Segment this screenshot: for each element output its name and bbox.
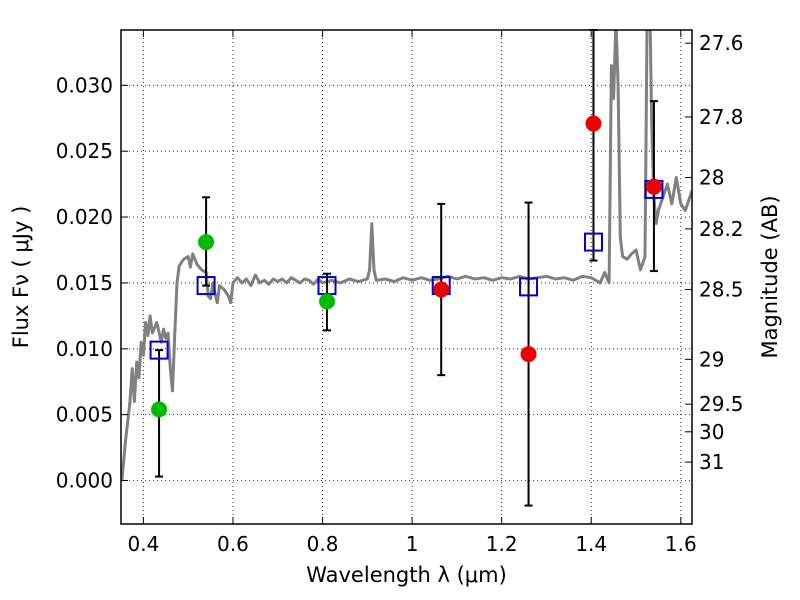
flux-point <box>645 178 662 195</box>
y2-tick-label: 27.6 <box>699 31 744 55</box>
y2-axis-title: Magnitude (AB) <box>758 195 782 358</box>
x-tick-label: 1.6 <box>665 532 697 556</box>
flux-point <box>319 293 336 310</box>
y2-tick-label: 31 <box>699 450 724 474</box>
x-tick-label: 0.6 <box>217 532 249 556</box>
x-tick-label: 1.4 <box>575 532 607 556</box>
y-axis-title: Flux Fν ( μJy ) <box>9 206 33 349</box>
plot-frame <box>120 29 693 525</box>
x-tick-label: 0.8 <box>307 532 339 556</box>
model-square-marker <box>196 276 216 296</box>
y-tick-label: 0.010 <box>56 337 113 361</box>
model-square-marker <box>583 232 603 252</box>
y2-tick-label: 27.8 <box>699 105 744 129</box>
x-tick-label: 1 <box>406 532 419 556</box>
y-tick-label: 0.000 <box>56 469 113 493</box>
error-bars <box>155 29 658 507</box>
model-square-marker <box>519 277 539 297</box>
data-markers <box>149 115 664 418</box>
y-tick-label: 0.015 <box>56 271 113 295</box>
flux-point <box>585 115 602 132</box>
flux-point <box>433 281 450 298</box>
y-tick-label: 0.020 <box>56 205 113 229</box>
y2-tick-label: 28.2 <box>699 217 744 241</box>
y-tick-label: 0.025 <box>56 139 113 163</box>
x-tick-label: 1.2 <box>486 532 518 556</box>
axis-ticks: 0.4 0.6 0.8 1 1.2 1.4 1.6 0.000 0.005 0.010 0.015 0… <box>56 30 744 556</box>
flux-point <box>198 234 215 251</box>
y2-tick-label: 28.5 <box>699 278 744 302</box>
y-tick-label: 0.005 <box>56 403 113 427</box>
flux-point <box>520 346 537 363</box>
x-tick-label: 0.4 <box>127 532 159 556</box>
flux-point <box>151 401 168 418</box>
x-axis-title: Wavelength λ (μm) <box>306 563 507 587</box>
y2-tick-label: 28 <box>699 166 724 190</box>
model-square-marker <box>149 340 169 360</box>
y2-tick-label: 30 <box>699 420 724 444</box>
y-tick-label: 0.030 <box>56 73 113 97</box>
y2-tick-label: 29.5 <box>699 392 744 416</box>
y2-tick-label: 29 <box>699 347 724 371</box>
